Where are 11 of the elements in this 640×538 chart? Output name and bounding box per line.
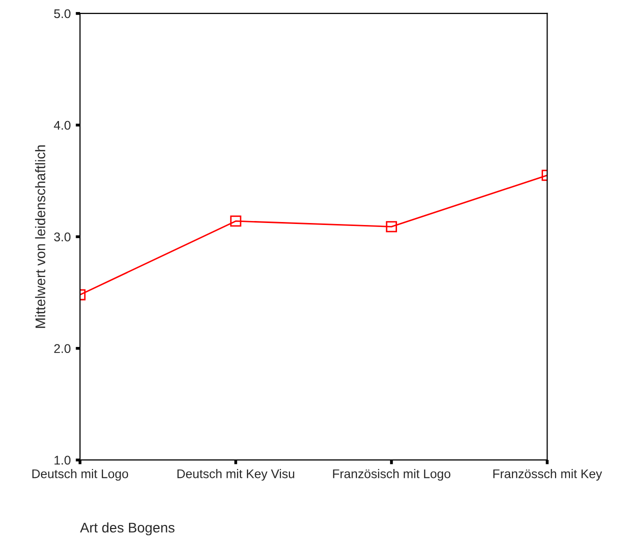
y-tick-label: 5.0 — [54, 9, 70, 18]
x-tick-label: Deutsch mit Key Visu — [177, 469, 294, 481]
x-axis-title: Art des Bogens — [80, 522, 174, 536]
y-tick-label: 2.0 — [54, 344, 70, 354]
y-tick-label: 1.0 — [54, 456, 70, 465]
y-tick-label: 3.0 — [54, 232, 70, 242]
y-tick-label: 4.0 — [54, 120, 70, 130]
x-tick-label: Deutsch mit Logo — [32, 469, 128, 481]
y-axis-title: Mittelwert von leidenschaftlich — [35, 145, 46, 328]
x-tick-label: Französisch mit Logo — [333, 469, 450, 481]
x-tick-label: Französsch mit Key — [493, 469, 602, 481]
